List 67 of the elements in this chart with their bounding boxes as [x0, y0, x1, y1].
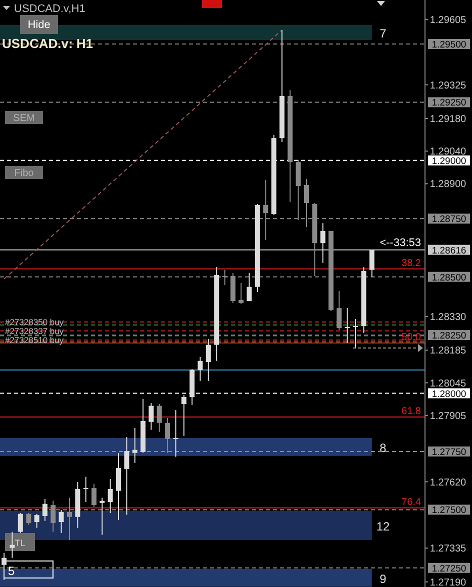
ref-line-label: 1.28000	[432, 388, 466, 400]
annotation: USDCAD.v,H1	[14, 3, 86, 15]
ref-line-label: 1.28250	[432, 330, 466, 342]
ref-line-label: 1.29000	[432, 156, 466, 167]
band-label: 9	[380, 572, 387, 586]
y-tick-label: 1.28900	[430, 179, 467, 190]
y-tick-label: 1.28045	[430, 378, 467, 390]
candlestick	[100, 497, 105, 536]
candlestick	[116, 452, 122, 520]
candlestick	[42, 498, 48, 522]
y-tick-label: 1.29325	[430, 80, 467, 92]
candlestick	[148, 402, 154, 430]
y-tick-label: 1.29180	[430, 114, 467, 126]
candlestick	[132, 427, 138, 464]
candlestick	[83, 476, 88, 503]
candlestick	[34, 513, 40, 528]
candlestick	[156, 403, 162, 432]
band-label: 12	[376, 519, 390, 534]
candlestick	[18, 512, 23, 534]
y-tick-label: 1.27335	[430, 544, 467, 555]
y-tick-label: 1.27190	[430, 577, 467, 587]
ref-line-label: #27328337 buy	[5, 326, 64, 336]
line-series	[4, 30, 282, 280]
candlestick	[91, 483, 96, 508]
y-tick-label: 1.29040	[430, 146, 467, 158]
annotation: <--33:53	[380, 237, 421, 249]
ref-line-label: 1.28750	[432, 214, 466, 226]
annotation: 38.2	[402, 258, 422, 269]
annotation: 76.4	[402, 496, 422, 508]
y-tick-label: 1.29605	[430, 15, 467, 26]
candlestick	[124, 436, 130, 516]
candlestick	[26, 512, 32, 526]
ref-line-label: 1.29500	[432, 40, 466, 51]
ref-line-label: 1.28500	[432, 272, 466, 284]
annotation: 50.0	[402, 332, 422, 343]
y-tick-label: 1.28185	[430, 346, 467, 357]
candlestick	[198, 356, 203, 382]
band-label: 7	[380, 26, 387, 40]
candlestick	[238, 282, 244, 304]
annotation: 61.8	[402, 406, 422, 418]
candlestick	[10, 531, 15, 558]
ref-line-label: 1.27750	[432, 446, 466, 458]
y-tick-label: 1.28330	[430, 312, 467, 323]
y-tick-label: 1.27905	[430, 410, 467, 422]
candlestick	[353, 318, 358, 348]
candlestick	[336, 290, 342, 330]
candlestick	[369, 249, 374, 278]
candlestick	[108, 478, 113, 514]
annotation: TL	[14, 538, 26, 548]
candlestick	[58, 509, 64, 534]
candlestick	[246, 272, 252, 302]
candlestick	[320, 222, 326, 264]
ref-line-label: #27328510 buy	[5, 334, 64, 345]
ref-line-label: #27328350 buy	[5, 317, 64, 328]
ref-line-label: 1.27250	[432, 563, 466, 574]
annotation: 5	[8, 564, 15, 578]
candlestick	[173, 410, 178, 458]
y-tick-label: 1.27620	[430, 477, 467, 488]
annotation: Fibo	[14, 168, 34, 179]
candlestick	[2, 552, 7, 581]
candlestick	[206, 338, 211, 382]
annotation: Hide	[28, 19, 50, 31]
ref-line-label: 1.27500	[432, 505, 466, 516]
annotation: SEM	[13, 113, 35, 124]
candlestick	[181, 394, 186, 436]
ref-line-label: 1.28616	[432, 245, 466, 256]
ref-line-label: 1.29250	[432, 98, 466, 109]
